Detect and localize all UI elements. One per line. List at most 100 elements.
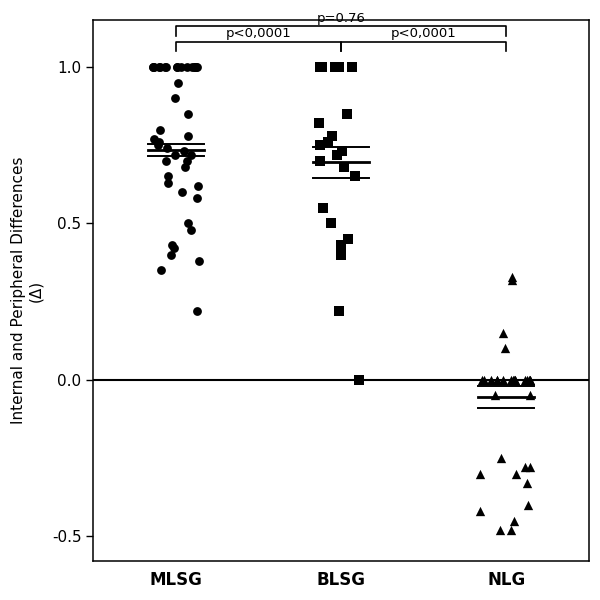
- Point: [154, 140, 163, 150]
- Point: [327, 131, 337, 140]
- Point: [173, 78, 183, 88]
- Point: [186, 225, 196, 235]
- Point: [182, 156, 191, 166]
- Point: [191, 62, 201, 72]
- Point: [347, 62, 356, 72]
- Point: [315, 62, 325, 72]
- Point: [184, 218, 193, 228]
- Point: [335, 62, 344, 72]
- Text: p<0,0001: p<0,0001: [391, 28, 457, 40]
- Point: [507, 275, 517, 284]
- Point: [179, 146, 188, 156]
- Point: [332, 150, 342, 160]
- Point: [172, 62, 182, 72]
- Text: p=0.76: p=0.76: [317, 12, 365, 25]
- Point: [149, 134, 158, 144]
- Point: [525, 463, 535, 472]
- Point: [350, 172, 360, 181]
- Point: [523, 478, 532, 488]
- Point: [319, 203, 328, 212]
- Point: [173, 62, 182, 72]
- Point: [192, 62, 202, 72]
- Point: [170, 94, 180, 103]
- Point: [496, 525, 505, 535]
- Point: [343, 234, 352, 244]
- Point: [161, 62, 170, 72]
- Point: [333, 62, 343, 72]
- Point: [193, 306, 202, 316]
- Point: [510, 375, 520, 385]
- Point: [522, 375, 532, 385]
- Point: [525, 375, 535, 385]
- Point: [511, 375, 520, 385]
- Point: [182, 62, 192, 72]
- Point: [190, 62, 200, 72]
- Point: [170, 150, 179, 160]
- Point: [316, 140, 325, 150]
- Point: [343, 109, 352, 119]
- Point: [194, 256, 203, 266]
- Point: [177, 187, 187, 197]
- Point: [163, 172, 173, 181]
- Y-axis label: Internal and Peripheral Differences
(Δ): Internal and Peripheral Differences (Δ): [11, 157, 44, 424]
- Point: [155, 125, 165, 134]
- Point: [486, 375, 496, 385]
- Point: [167, 241, 176, 250]
- Point: [155, 62, 164, 72]
- Point: [355, 375, 364, 385]
- Point: [326, 218, 335, 228]
- Text: p<0,0001: p<0,0001: [226, 28, 292, 40]
- Point: [336, 241, 346, 250]
- Point: [334, 306, 344, 316]
- Point: [149, 62, 159, 72]
- Point: [166, 250, 176, 259]
- Point: [475, 469, 485, 478]
- Point: [192, 194, 202, 203]
- Point: [184, 109, 193, 119]
- Point: [492, 375, 502, 385]
- Point: [323, 137, 333, 147]
- Point: [490, 391, 500, 400]
- Point: [509, 375, 518, 385]
- Point: [156, 266, 166, 275]
- Point: [340, 162, 349, 172]
- Point: [331, 62, 340, 72]
- Point: [193, 181, 203, 191]
- Point: [148, 62, 158, 72]
- Point: [525, 375, 535, 385]
- Point: [184, 131, 193, 140]
- Point: [332, 62, 342, 72]
- Point: [163, 178, 173, 188]
- Point: [507, 272, 517, 281]
- Point: [161, 156, 171, 166]
- Point: [477, 375, 487, 385]
- Point: [160, 62, 170, 72]
- Point: [499, 328, 508, 338]
- Point: [499, 375, 508, 385]
- Point: [162, 143, 172, 153]
- Point: [497, 453, 506, 463]
- Point: [186, 150, 196, 160]
- Point: [149, 62, 158, 72]
- Point: [337, 250, 346, 259]
- Point: [524, 375, 533, 385]
- Point: [317, 62, 326, 72]
- Point: [154, 62, 164, 72]
- Point: [506, 375, 516, 385]
- Point: [475, 506, 485, 516]
- Point: [337, 146, 347, 156]
- Point: [176, 62, 185, 72]
- Point: [316, 156, 325, 166]
- Point: [506, 525, 516, 535]
- Point: [526, 391, 535, 400]
- Point: [500, 344, 510, 353]
- Point: [187, 62, 197, 72]
- Point: [169, 244, 178, 253]
- Point: [479, 375, 488, 385]
- Point: [509, 516, 518, 526]
- Point: [524, 500, 533, 509]
- Point: [314, 119, 324, 128]
- Point: [520, 463, 530, 472]
- Point: [511, 469, 521, 478]
- Point: [181, 162, 190, 172]
